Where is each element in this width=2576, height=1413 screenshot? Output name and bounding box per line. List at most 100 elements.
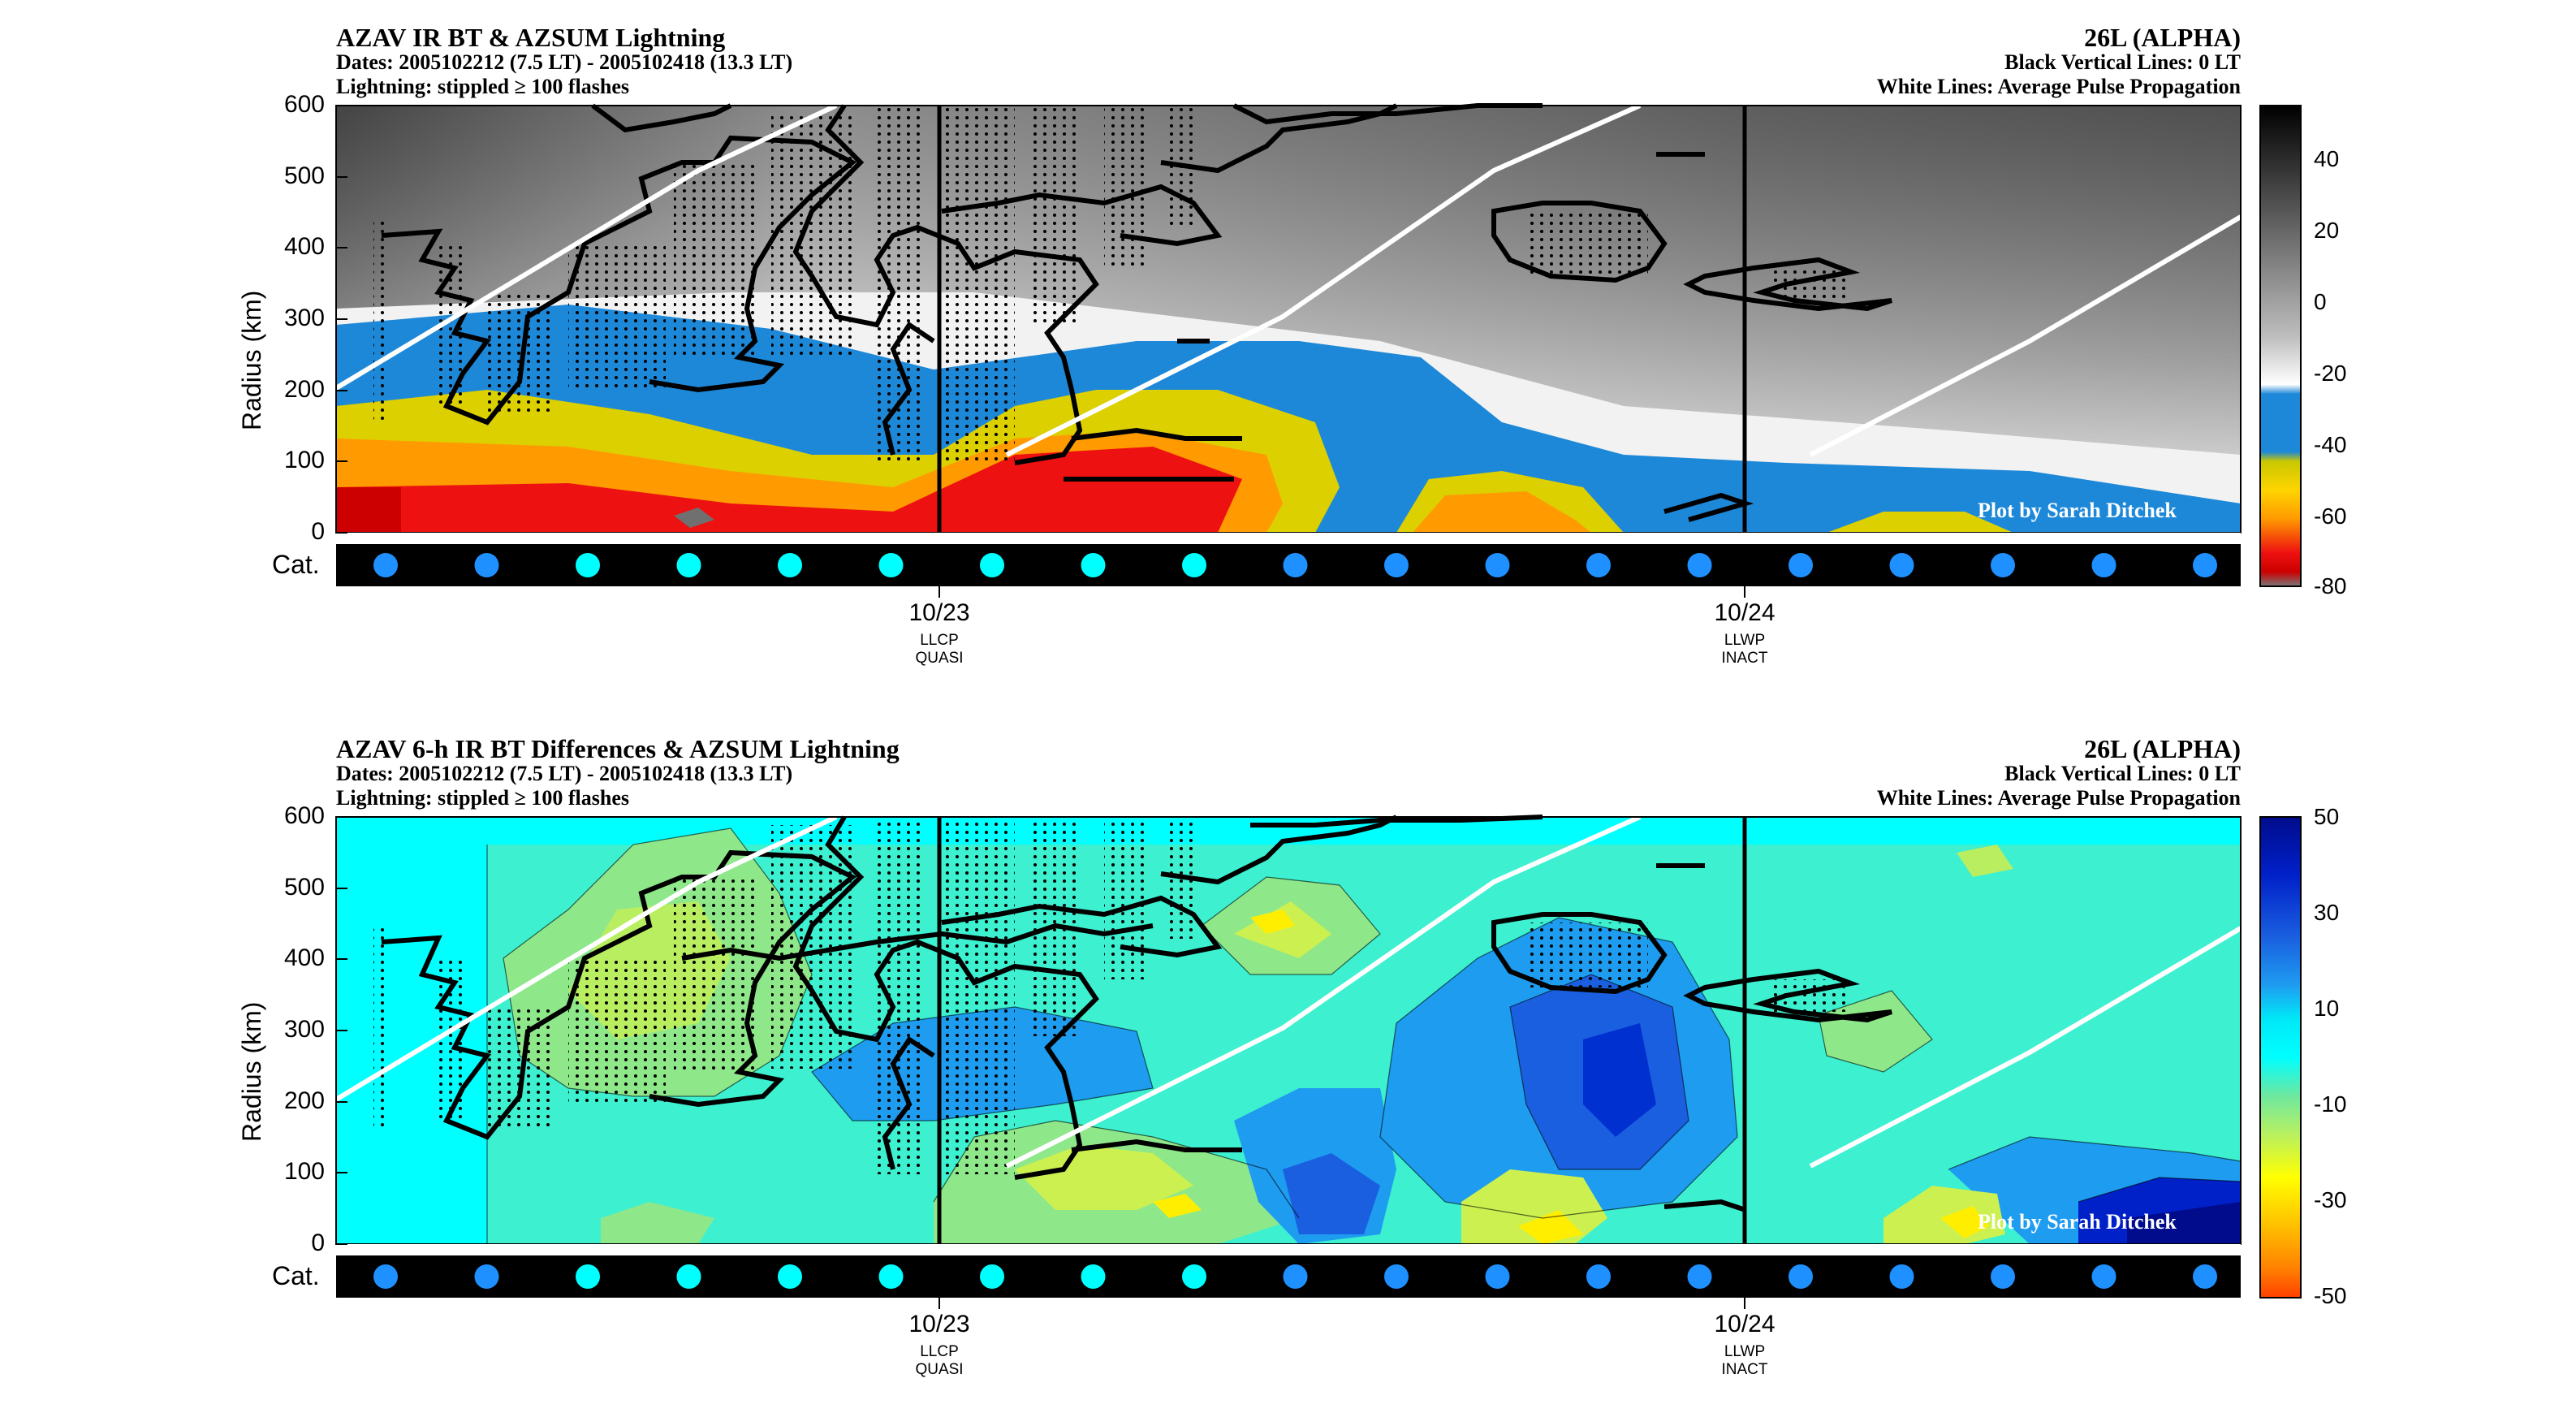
plot-credit: Plot by Sarah Ditchek <box>1978 1210 2177 1234</box>
y-tick-label: 200 <box>283 376 325 403</box>
colorbar-tick: -60 <box>2314 503 2347 529</box>
x-tick-phase: QUASI <box>915 650 964 667</box>
y-tick-label: 600 <box>283 802 325 829</box>
colorbar <box>2259 105 2302 587</box>
category-marker <box>1889 1264 1914 1289</box>
category-label: Cat. <box>272 1261 320 1290</box>
category-marker <box>576 553 600 577</box>
colorbar-tick: -30 <box>2314 1187 2347 1212</box>
x-tick-phase: INACT <box>1721 1361 1768 1378</box>
x-tick-phase: LLWP <box>1724 1343 1766 1360</box>
colorbar-tick: -80 <box>2314 573 2347 598</box>
category-marker <box>1384 553 1409 577</box>
category-marker <box>2091 1264 2116 1289</box>
colorbar-tick: -10 <box>2314 1091 2347 1117</box>
x-tick-phase: LLCP <box>920 1343 959 1360</box>
category-marker <box>1687 553 1712 577</box>
ir-bt-plot-svg <box>334 103 2302 598</box>
pulse-propagation-lines <box>334 103 2242 457</box>
colorbar-tick: 50 <box>2314 804 2340 829</box>
y-tick-label: 300 <box>283 305 325 331</box>
storm-name: 26L (ALPHA) <box>2084 734 2241 763</box>
x-tick-phase: QUASI <box>915 1361 964 1378</box>
category-marker <box>2091 553 2116 577</box>
y-tick-label: 100 <box>283 1158 325 1185</box>
panel-title: AZAV IR BT & AZSUM Lightning <box>336 23 726 52</box>
y-axis-label: Radius (km) <box>237 1001 266 1142</box>
category-marker <box>1789 553 1813 577</box>
colorbar-tick: 10 <box>2314 996 2340 1021</box>
y-tick-label: 0 <box>311 518 325 545</box>
panel-dates: Dates: 2005102212 (7.5 LT) - 2005102418 … <box>336 50 793 74</box>
category-marker <box>1586 1264 1611 1289</box>
lightning-stipple <box>373 817 1851 1174</box>
colorbar-tick: 20 <box>2314 218 2340 243</box>
plot-credit: Plot by Sarah Ditchek <box>1978 499 2177 522</box>
category-marker <box>1485 553 1510 577</box>
y-axis-label: Radius (km) <box>237 290 266 430</box>
panel-lightning-note: Lightning: stippled ≥ 100 flashes <box>336 786 630 810</box>
y-tick-label: 500 <box>283 162 325 189</box>
category-marker <box>2193 553 2217 577</box>
category-marker <box>1182 553 1206 577</box>
category-marker <box>1384 1264 1409 1289</box>
pulse-propagation-lines <box>334 815 2242 1169</box>
category-marker <box>878 553 904 577</box>
y-tick-label: 400 <box>283 233 325 260</box>
category-marker <box>1991 1264 2015 1289</box>
category-marker <box>1586 553 1611 577</box>
x-tick-phase: LLWP <box>1724 632 1766 649</box>
y-axis-ticks <box>336 816 1745 1309</box>
panel-ir-bt-differences: AZAV 6-h IR BT Differences & AZSUM Light… <box>0 715 2576 1413</box>
colorbar-tick: 0 <box>2314 289 2327 314</box>
x-tick-phase: INACT <box>1721 650 1768 667</box>
panel-dates: Dates: 2005102212 (7.5 LT) - 2005102418 … <box>336 762 793 785</box>
y-tick-label: 400 <box>283 944 325 971</box>
y-tick-label: 100 <box>283 447 325 473</box>
x-tick-label: 10/23 <box>908 599 970 626</box>
colorbar-tick: -40 <box>2314 432 2347 457</box>
category-marker <box>1991 553 2015 577</box>
category-marker <box>1889 553 1914 577</box>
panel-lightning-note: Lightning: stippled ≥ 100 flashes <box>336 75 630 98</box>
y-tick-label: 500 <box>283 874 325 901</box>
category-markers <box>373 1264 2217 1289</box>
y-tick-label: 0 <box>311 1229 325 1256</box>
lightning-stipple <box>373 106 1851 463</box>
vertical-lines-note: Black Vertical Lines: 0 LT <box>2004 50 2241 74</box>
category-marker <box>1485 1264 1510 1289</box>
category-marker <box>474 553 499 577</box>
colorbar-tick: 40 <box>2314 146 2340 171</box>
y-tick-label: 600 <box>283 91 325 118</box>
x-tick-label: 10/23 <box>908 1311 970 1337</box>
colorbar <box>2259 816 2302 1298</box>
category-marker <box>778 553 802 577</box>
x-tick-label: 10/24 <box>1714 1311 1776 1337</box>
vertical-lines-note: Black Vertical Lines: 0 LT <box>2004 762 2241 785</box>
white-lines-note: White Lines: Average Pulse Propagation <box>1876 786 2241 810</box>
category-marker <box>373 553 398 577</box>
x-tick-phase: LLCP <box>920 632 959 649</box>
y-tick-label: 200 <box>283 1087 325 1114</box>
category-marker <box>373 1264 398 1289</box>
category-marker <box>1081 553 1106 577</box>
category-label: Cat. <box>272 550 320 579</box>
category-markers <box>373 553 2217 577</box>
x-tick-label: 10/24 <box>1714 599 1776 626</box>
category-marker <box>980 553 1004 577</box>
category-marker <box>676 553 701 577</box>
category-marker <box>1283 553 1308 577</box>
category-marker <box>2193 1264 2217 1289</box>
category-marker <box>576 1264 600 1289</box>
storm-name: 26L (ALPHA) <box>2084 23 2241 52</box>
category-marker <box>676 1264 701 1289</box>
category-marker <box>878 1264 904 1289</box>
category-marker <box>980 1264 1004 1289</box>
strip-gap <box>336 533 2241 544</box>
category-marker <box>1687 1264 1712 1289</box>
y-axis-ticks <box>336 105 1745 598</box>
category-marker <box>1081 1264 1106 1289</box>
white-lines-note: White Lines: Average Pulse Propagation <box>1876 75 2241 98</box>
colorbar-tick: -20 <box>2314 361 2347 386</box>
category-marker <box>778 1264 802 1289</box>
